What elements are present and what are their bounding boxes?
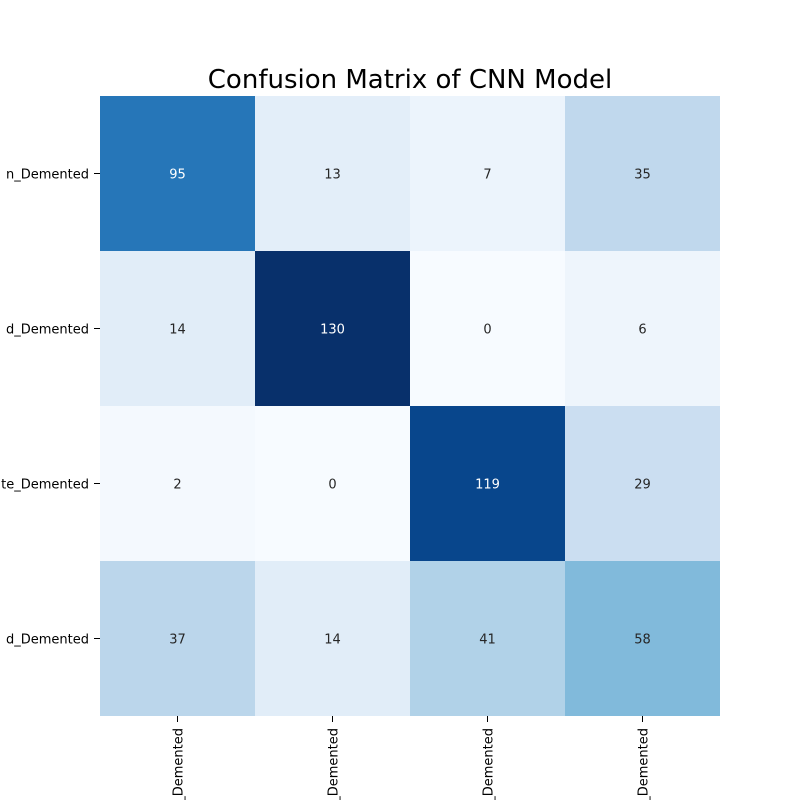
heatmap-cell-r0-c2 xyxy=(410,96,565,251)
cell-value-r0-c1: 13 xyxy=(324,168,341,183)
cell-value-r0-c0: 95 xyxy=(169,168,186,183)
x-axis-ticks: _Demented _Demented _Demented _Demented xyxy=(172,716,652,800)
x-tick-label-2: _Demented xyxy=(482,728,497,800)
y-tick-label-0: n_Demented xyxy=(6,168,89,183)
cell-value-r3-c1: 14 xyxy=(324,633,341,648)
heatmap-cell-r2-c2 xyxy=(410,406,565,561)
cell-value-r1-c3: 6 xyxy=(638,323,646,338)
cell-value-r2-c0: 2 xyxy=(173,478,181,493)
cell-value-r1-c0: 14 xyxy=(169,323,186,338)
heatmap-cell-r2-c1 xyxy=(255,406,410,561)
heatmap-cells: 95 13 7 35 14 130 0 6 2 0 119 29 37 14 41 58 xyxy=(100,96,720,716)
x-tick-label-0: _Demented xyxy=(172,728,187,800)
cell-value-r2-c2: 119 xyxy=(475,478,500,493)
heatmap-cell-r0-c1 xyxy=(255,96,410,251)
heatmap-cell-r1-c3 xyxy=(565,251,720,406)
cell-value-r1-c2: 0 xyxy=(483,323,491,338)
x-tick-label-1: _Demented xyxy=(327,728,342,800)
heatmap-cell-r0-c3 xyxy=(565,96,720,251)
heatmap-cell-r2-c3 xyxy=(565,406,720,561)
cell-value-r3-c0: 37 xyxy=(169,633,186,648)
heatmap-cell-r3-c0 xyxy=(100,561,255,716)
heatmap-cell-r1-c2 xyxy=(410,251,565,406)
cell-value-r0-c2: 7 xyxy=(483,168,491,183)
heatmap-cell-r1-c0 xyxy=(100,251,255,406)
y-axis-ticks: n_Demented d_Demented te_Demented d_Demente… xyxy=(1,168,100,648)
cell-value-r1-c1: 130 xyxy=(320,323,345,338)
cell-value-r0-c3: 35 xyxy=(634,168,651,183)
heatmap-cell-r3-c2 xyxy=(410,561,565,716)
cell-value-r3-c2: 41 xyxy=(479,633,496,648)
heatmap-cell-r1-c1 xyxy=(255,251,410,406)
y-tick-label-2: te_Demented xyxy=(1,478,89,493)
y-tick-label-3: d_Demented xyxy=(6,633,89,648)
chart-title: Confusion Matrix of CNN Model xyxy=(208,65,612,95)
heatmap-cell-r2-c0 xyxy=(100,406,255,561)
y-tick-label-1: d_Demented xyxy=(6,323,89,338)
cell-value-r2-c1: 0 xyxy=(328,478,336,493)
x-tick-label-3: _Demented xyxy=(637,728,652,800)
heatmap-cell-r3-c3 xyxy=(565,561,720,716)
heatmap-cell-r3-c1 xyxy=(255,561,410,716)
heatmap-cell-r0-c0 xyxy=(100,96,255,251)
cell-value-r2-c3: 29 xyxy=(634,478,651,493)
cell-value-r3-c3: 58 xyxy=(634,633,651,648)
